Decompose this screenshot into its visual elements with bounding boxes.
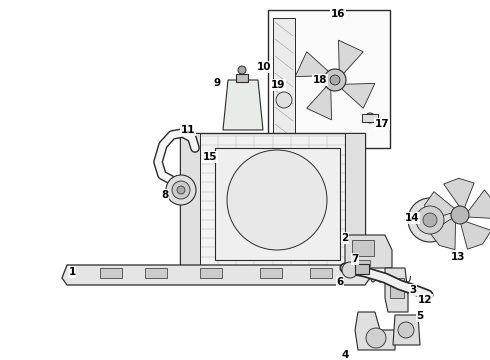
Polygon shape <box>425 192 455 221</box>
Circle shape <box>342 262 358 278</box>
Polygon shape <box>310 268 332 278</box>
Circle shape <box>451 206 469 224</box>
Bar <box>362 114 378 122</box>
Circle shape <box>416 206 444 234</box>
Circle shape <box>177 186 185 194</box>
Polygon shape <box>467 190 490 219</box>
Polygon shape <box>345 235 392 268</box>
Polygon shape <box>223 80 263 130</box>
Polygon shape <box>145 268 167 278</box>
Text: 14: 14 <box>405 213 419 223</box>
Circle shape <box>238 66 246 74</box>
Polygon shape <box>62 265 370 285</box>
Circle shape <box>423 213 437 227</box>
Text: 6: 6 <box>336 277 343 287</box>
Polygon shape <box>341 84 375 108</box>
Text: 12: 12 <box>418 295 432 305</box>
Circle shape <box>408 198 452 242</box>
Polygon shape <box>339 40 363 74</box>
Circle shape <box>166 175 196 205</box>
Circle shape <box>330 75 340 85</box>
Polygon shape <box>393 315 420 345</box>
Text: 9: 9 <box>214 78 220 88</box>
Polygon shape <box>200 268 222 278</box>
Text: 19: 19 <box>271 80 285 90</box>
Polygon shape <box>273 18 295 140</box>
Text: 1: 1 <box>69 267 75 277</box>
Text: 8: 8 <box>161 190 169 200</box>
Circle shape <box>366 328 386 348</box>
Text: 10: 10 <box>257 62 271 72</box>
Text: 2: 2 <box>342 233 348 243</box>
Bar <box>352 240 374 256</box>
Text: 16: 16 <box>331 9 345 19</box>
Bar <box>390 278 404 298</box>
Text: 11: 11 <box>181 125 195 135</box>
Polygon shape <box>385 268 408 312</box>
Bar <box>268 10 390 148</box>
Text: 17: 17 <box>375 119 390 129</box>
Circle shape <box>276 92 292 108</box>
Bar <box>355 264 369 274</box>
Polygon shape <box>260 268 282 278</box>
Circle shape <box>324 69 346 91</box>
Bar <box>236 74 248 82</box>
Text: 7: 7 <box>351 254 359 264</box>
Polygon shape <box>295 52 329 77</box>
Polygon shape <box>345 133 365 268</box>
Polygon shape <box>461 221 490 249</box>
Text: 5: 5 <box>416 311 424 321</box>
Polygon shape <box>430 218 456 249</box>
Text: 15: 15 <box>203 152 217 162</box>
Circle shape <box>365 113 375 123</box>
Text: 13: 13 <box>451 252 465 262</box>
Polygon shape <box>307 86 332 120</box>
Polygon shape <box>180 133 365 268</box>
Text: 18: 18 <box>313 75 327 85</box>
Polygon shape <box>100 268 122 278</box>
Bar <box>352 260 370 266</box>
Polygon shape <box>355 312 395 350</box>
Polygon shape <box>443 178 474 208</box>
Text: 4: 4 <box>342 350 349 360</box>
Circle shape <box>172 181 190 199</box>
Circle shape <box>398 322 414 338</box>
Polygon shape <box>180 133 200 268</box>
Polygon shape <box>215 148 340 260</box>
Text: 3: 3 <box>409 285 416 295</box>
Circle shape <box>227 150 327 250</box>
